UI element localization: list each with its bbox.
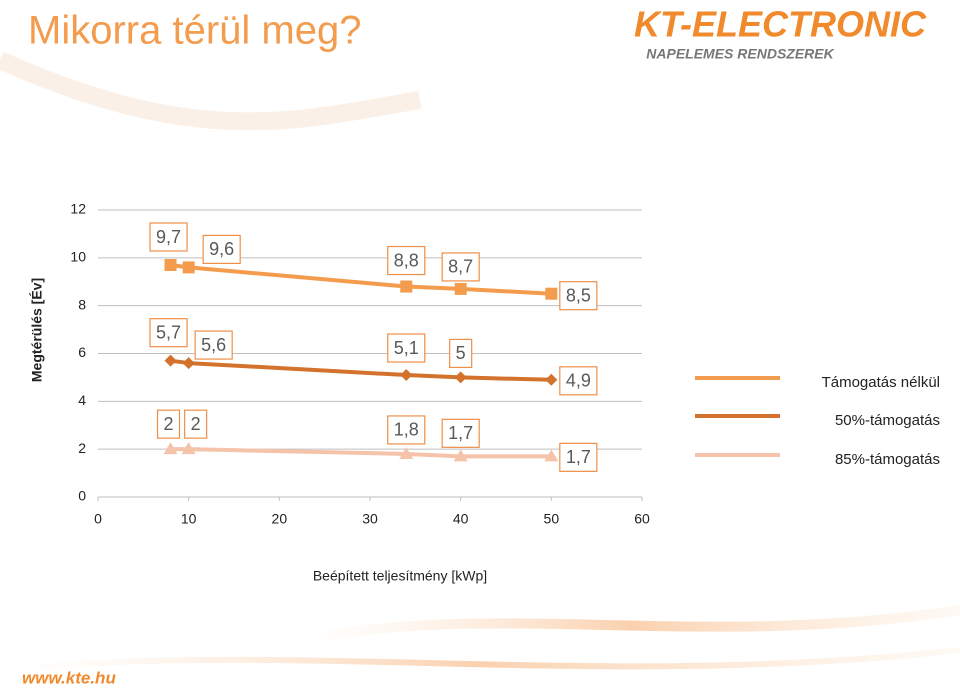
data-label-box [184,409,208,439]
x-tick-label: 10 [181,511,197,527]
x-tick-label: 30 [362,511,378,527]
marker [164,354,177,367]
series-line [170,447,552,459]
data-label: 2 [191,414,201,434]
data-label-box [387,245,426,276]
marker [545,287,558,300]
marker [544,449,559,462]
data-label-box [387,333,426,363]
data-label: 5,7 [156,322,181,342]
data-label-box [202,234,241,264]
data-label: 5,6 [201,335,226,355]
data-label: 8,5 [566,285,591,305]
series-line [170,358,552,382]
legend-label: Támogatás nélkül [822,374,940,391]
data-label-box [449,338,473,369]
data-label-box [441,252,480,282]
marker [182,261,195,274]
y-tick-label: 10 [70,249,86,265]
marker [181,442,196,455]
data-label-box [387,415,426,445]
logo: KT-ELECTRONIC [634,4,927,45]
data-label: 1,7 [566,447,591,467]
x-tick-label: 40 [453,511,469,527]
data-label: 1,8 [394,420,419,440]
marker [399,446,414,459]
data-label: 8,8 [394,250,419,270]
y-axis-label: Megtérülés [Év] [29,278,45,382]
marker [164,259,177,272]
data-label-box [149,222,188,252]
marker [454,282,467,295]
data-label: 8,7 [448,257,473,277]
data-label: 5 [456,343,466,363]
logo-subtitle: NAPELEMES RENDSZEREK [646,46,834,62]
decoration [0,51,422,131]
decoration [0,647,960,673]
marker [545,373,558,386]
x-tick-label: 0 [94,511,102,527]
data-label-box [156,409,181,439]
x-tick-label: 20 [272,511,288,527]
x-axis-label: Beépített teljesítmény [kWp] [313,568,487,584]
data-label: 9,7 [156,227,181,247]
marker [163,442,178,455]
legend-label: 85%-támogatás [835,451,940,468]
data-label-box [194,330,233,360]
decoration [299,605,960,645]
data-label-box [441,418,480,448]
y-tick-label: 4 [78,392,86,408]
data-label: 2 [164,414,174,434]
marker [400,369,413,382]
series-line [170,263,552,296]
y-tick-label: 6 [78,344,86,360]
marker [453,449,468,462]
marker [182,357,195,370]
y-tick-label: 12 [70,201,86,217]
x-tick-label: 50 [544,511,560,527]
legend-label: 50%-támogatás [835,412,940,429]
y-tick-label: 2 [78,440,86,456]
data-label-box [559,281,598,311]
data-label: 4,9 [566,371,591,391]
data-label: 5,1 [394,338,419,358]
x-tick-label: 60 [634,511,650,527]
data-label-box [149,318,188,348]
y-tick-label: 0 [78,488,86,504]
footer-url: www.kte.hu [22,668,116,687]
y-tick-label: 8 [78,296,86,312]
data-label-box [559,442,598,472]
marker [400,280,413,293]
marker [454,371,467,384]
slide-title: Mikorra térül meg? [28,9,361,53]
data-label: 1,7 [448,423,473,443]
data-label: 9,6 [209,239,234,259]
data-label-box [559,366,598,396]
